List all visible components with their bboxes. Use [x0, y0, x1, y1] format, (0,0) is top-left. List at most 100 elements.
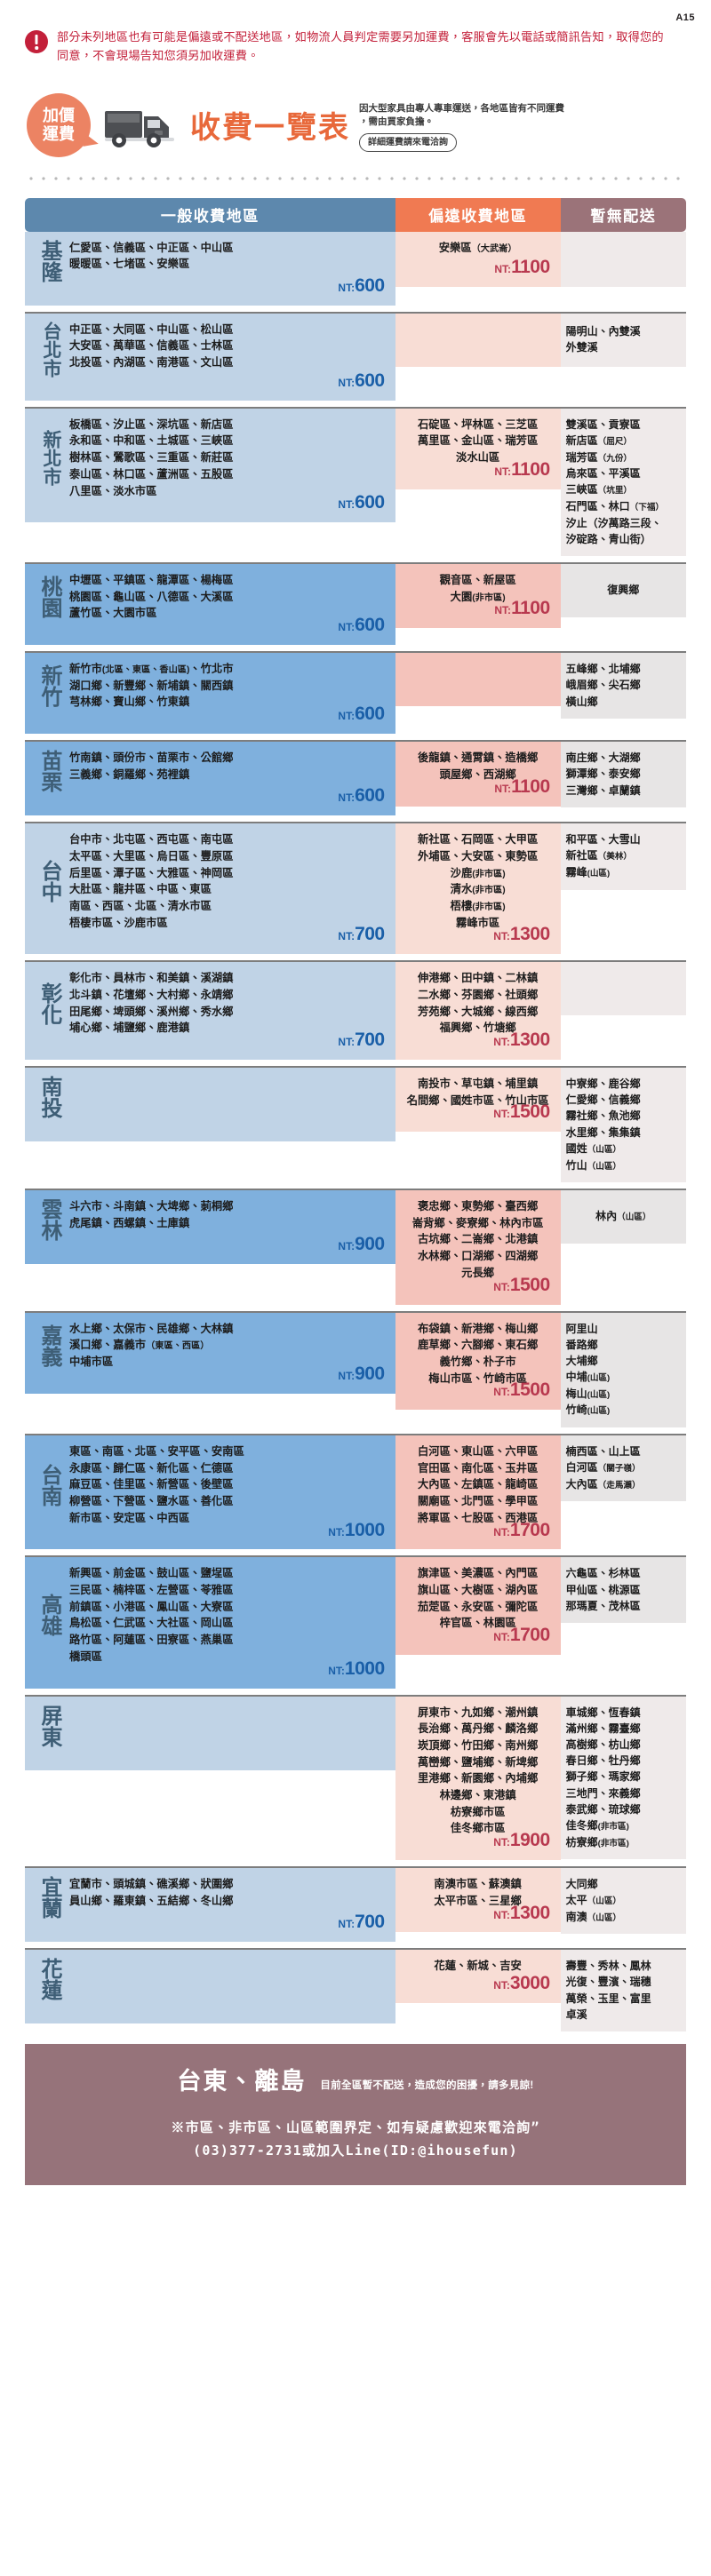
area-line: 國姓（山區） [565, 1141, 622, 1155]
remote-areas: 南澳市區、蘇澳鎮 太平市區、三星鄉 [406, 1876, 550, 1909]
contact-for-details-button[interactable]: 詳細運費請來電洽詢 [359, 133, 457, 152]
table-row: 苗栗 竹南鎮、頭份市、苗栗市、公館鄉 三義鄉、銅羅鄉、苑裡鎮 NT:600 後龍鎮、通霄… [25, 740, 686, 816]
area-line: 卓溪 [565, 2008, 587, 2021]
area-line: 北投區、內湖區、南港區、文山區 [69, 356, 234, 370]
area-line: 春日鄉、牡丹鄉 [565, 1754, 641, 1768]
area-line: 新店區（屈尺） [565, 433, 633, 447]
footer-region-note: 目前全區暫不配送，造成您的困擾，請多見諒! [320, 2079, 534, 2091]
price-label: NT:1500 [493, 1379, 550, 1401]
cell-general: 南投 [25, 1066, 395, 1182]
city-label: 高雄 [37, 1594, 61, 1637]
area-line: 南投市、草屯鎮、埔里鎮 [417, 1077, 539, 1090]
cell-unavailable: 林內（山區） [560, 1189, 686, 1304]
unavailable-areas: 雙溪區、貢寮區 新店區（屈尺） 瑞芳區（九份） 烏來區、平溪區 三峽區（坑里） 石門區、林… [566, 417, 681, 547]
area-line: 橋頭區 [69, 1650, 102, 1663]
price-label: NT:900 [338, 1234, 385, 1255]
general-areas [69, 1076, 385, 1118]
unavailable-areas: 大同鄉 太平（山區） 南澳（山區） [566, 1876, 681, 1925]
area-line: 阿里山 [565, 1322, 598, 1335]
area-line: 三義鄉、銅羅鄉、苑裡鎮 [69, 767, 190, 781]
price-value: 700 [355, 1912, 385, 1933]
area-line: 東區、南區、北區、安平區、安南區 [69, 1444, 244, 1458]
footer-contact-line-2: (03)377-2731或加入Line(ID:@ihousefun) [193, 2143, 518, 2159]
cell-general: 花蓮 [25, 1948, 395, 2031]
price-value: 1100 [511, 256, 550, 277]
price-value: 1700 [509, 1519, 550, 1540]
price-label: NT:1300 [493, 1902, 550, 1923]
footer-contact-line-1: ※市區、非市區、山區範圍界定、如有疑慮歡迎來電洽詢” [171, 2119, 540, 2135]
remote-areas: 花蓮、新城、吉安 [406, 1958, 550, 1975]
area-line: 蘆竹區、大園市區 [69, 607, 157, 620]
area-line: 太平市區、三星鄉 [434, 1894, 522, 1907]
cell-unavailable: 五峰鄉、北埔鄉 峨眉鄉、尖石鄉 橫山鄉 [560, 651, 686, 734]
area-line: 高樹鄉、枋山鄉 [565, 1738, 641, 1751]
area-line: 壽豐、秀林、鳳林 [565, 1960, 651, 1973]
city-label: 台北市 [41, 321, 61, 378]
unavailable-areas: 中寮鄉、鹿谷鄉 仁愛鄉、信義鄉 霧社鄉、魚池鄉 水里鄉、集集鎮 國姓（山區） 竹山（山區） [566, 1076, 681, 1173]
price-value: 700 [355, 924, 385, 945]
area-line: 桃園區、龜山區、八德區、大溪區 [69, 590, 234, 603]
area-line: 峨眉鄉、尖石鄉 [565, 679, 641, 692]
area-line: 佳冬鄉市區 [450, 1822, 506, 1835]
area-line: 彰化市、員林市、和美鎮、溪湖鎮 [69, 972, 234, 985]
warning-banner: 部分未列地區也有可能是偏遠或不配送地區，如物流人員判定需要另加運費，客服會先以電… [0, 0, 711, 74]
price-label: NT:1000 [328, 1658, 385, 1679]
area-line: 永和區、中和區、土城區、三峽區 [69, 434, 234, 448]
area-line: 員山鄉、羅東鎮、五結鄉、冬山鄉 [69, 1894, 234, 1907]
price-label: NT:600 [338, 370, 385, 391]
unavailable-areas: 六龜區、杉林區 甲仙區、桃源區 那瑪夏、茂林區 [566, 1565, 681, 1614]
price-value: 1700 [509, 1625, 550, 1646]
area-line: 車城鄉、恆春鎮 [565, 1705, 641, 1719]
area-line: 長治鄉、萬丹鄉、麟洛鄉 [417, 1722, 539, 1736]
cell-unavailable: 六龜區、杉林區 甲仙區、桃源區 那瑪夏、茂林區 [560, 1555, 686, 1688]
row-spacer [25, 1860, 686, 1867]
cell-remote: 伸港鄉、田中鎮、二林鎮 二水鄉、芬園鄉、社頭鄉 芳苑鄉、大城鄉、線西鄉 福興鄉、竹塘鄉… [395, 960, 561, 1060]
row-spacer [25, 1688, 686, 1695]
price-label: NT:3000 [493, 1973, 550, 1994]
cell-general: 新竹 新竹市(北區、東區、香山區)、竹北市 湖口鄉、新豐鄉、新埔鎮、關西鎮 芎林鄉、寶… [25, 651, 395, 735]
unavailable-areas: 南庄鄉、大湖鄉 獅潭鄉、泰安鄉 三灣鄉、卓蘭鎮 [566, 750, 681, 799]
area-line: 後龍鎮、通霄鎮、造橋鄉 [417, 751, 539, 765]
price-label: NT:1000 [328, 1519, 385, 1540]
price-value: 700 [355, 1030, 385, 1051]
cell-unavailable: 車城鄉、恆春鎮 滿州鄉、霧臺鄉 高樹鄉、枋山鄉 春日鄉、牡丹鄉 獅子鄉、瑪家鄉 三地門、來… [560, 1694, 686, 1861]
area-line: 沙鹿(非市區) [450, 866, 506, 879]
area-line: 大安區、萬華區、信義區、士林區 [69, 339, 234, 353]
area-line: 泰武鄉、琉球鄉 [565, 1802, 641, 1816]
price-value: 1500 [509, 1101, 550, 1123]
price-label: NT:600 [338, 615, 385, 636]
price-label: NT:1900 [493, 1830, 550, 1851]
area-line: 水上鄉、太保市、民雄鄉、大林鎮 [69, 1322, 234, 1335]
row-spacer [25, 556, 686, 562]
city-label: 彰化 [37, 982, 61, 1025]
area-line: 外埔區、大安區、東勢區 [417, 849, 539, 863]
general-areas: 中壢區、平鎮區、龍潭區、楊梅區 桃園區、龜山區、八德區、大溪區 蘆竹區、大園市區 [69, 572, 385, 622]
area-line: 汐止（汐萬路三段、 [565, 516, 662, 529]
area-line: 水林鄉、口湖鄉、四湖鄉 [417, 1250, 539, 1263]
badge-line-1: 加價 [43, 106, 75, 124]
surcharge-badge: 加價 運費 [27, 92, 91, 157]
footer-headline-row: 台東、離島 目前全區暫不配送，造成您的困擾，請多見諒! [34, 2062, 677, 2096]
area-line: 水里鄉、集集鎮 [565, 1125, 641, 1139]
price-value: 1300 [509, 1902, 550, 1923]
delivery-truck-icon [103, 102, 180, 153]
area-line: 佳冬鄉(非市區) [565, 1819, 629, 1833]
price-label: NT:600 [338, 492, 385, 513]
area-line: 梅山市區、竹崎市區 [428, 1371, 527, 1385]
price-label: NT:1300 [493, 924, 550, 945]
price-label: NT:600 [338, 274, 385, 296]
area-line: 滿州鄉、霧臺鄉 [565, 1721, 641, 1735]
area-line: 枋寮鄉(非市區) [565, 1835, 629, 1849]
row-spacer [25, 815, 686, 823]
area-line: 白河區、東山區、六甲區 [417, 1444, 539, 1458]
price-label: NT:1100 [494, 256, 550, 277]
price-value: 1300 [509, 1030, 550, 1051]
area-line: 新社區（美林） [565, 849, 633, 863]
area-line: 瑞芳區（九份） [565, 450, 633, 464]
unavailable-areas: 壽豐、秀林、鳳林 光復、豐濱、瑞穗 萬榮、玉里、富里 卓溪 [566, 1958, 681, 2023]
area-line: 大肚區、龍井區、中區、東區 [69, 883, 212, 896]
footer-region-title: 台東、離島 [177, 2067, 307, 2095]
row-spacer [25, 954, 686, 961]
area-line: 湖口鄉、新豐鄉、新埔鎮、關西鎮 [69, 679, 234, 692]
remote-areas: 後龍鎮、通霄鎮、造橋鄉 頭屋鄉、西湖鄉 [406, 750, 550, 783]
